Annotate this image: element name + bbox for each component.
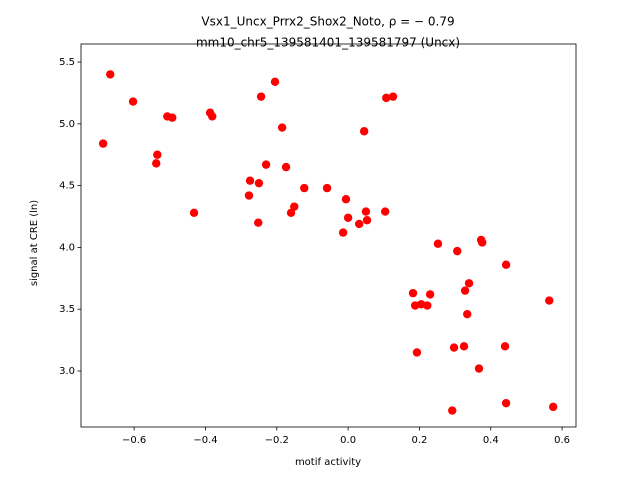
point (245, 176, 255, 185)
point (341, 195, 351, 204)
point (501, 398, 511, 408)
y-tick-label: 3.5 (59, 304, 75, 315)
point (361, 207, 371, 216)
point (354, 219, 364, 229)
x-tick-label: 0.6 (554, 435, 570, 446)
point (412, 348, 422, 357)
x-tick-label: 0.2 (411, 435, 427, 446)
point (548, 402, 558, 412)
x-tick-label: −0.6 (122, 435, 146, 446)
y-tick-label: 5.0 (59, 119, 75, 130)
plot-frame (80, 43, 577, 428)
y-tick-label: 4.0 (59, 242, 75, 253)
point (453, 246, 462, 256)
point (208, 112, 217, 121)
x-tick-label: −0.2 (265, 435, 289, 446)
point (464, 279, 474, 288)
point (256, 92, 266, 101)
y-tick-label: 4.5 (59, 181, 75, 192)
point (362, 216, 372, 225)
point (106, 70, 115, 79)
point (545, 296, 554, 305)
x-tick-label: 0.4 (483, 435, 499, 446)
point (290, 202, 299, 211)
point (168, 113, 177, 122)
y-tick-label: 5.5 (59, 57, 75, 68)
point (501, 260, 511, 269)
x-axis-label: motif activity (295, 457, 361, 468)
point (500, 342, 510, 351)
y-axis-label: signal at CRE (ln) (29, 200, 40, 286)
point (459, 342, 469, 351)
chart-title: Vsx1_Uncx_Prrx2_Shox2_Noto, ρ = − 0.79 (201, 15, 454, 29)
point (270, 77, 280, 87)
point (425, 290, 435, 299)
point (448, 406, 457, 415)
point (281, 162, 291, 172)
point (359, 127, 369, 136)
point (433, 239, 443, 248)
y-tick-label: 3.0 (59, 366, 75, 377)
point (460, 286, 470, 295)
point (474, 364, 484, 373)
point (244, 191, 254, 200)
point (388, 92, 398, 101)
point (254, 178, 264, 188)
point (254, 218, 263, 227)
chart-subtitle: mm10_chr5_139581401_139581797 (Uncx) (196, 36, 460, 50)
x-tick-label: −0.4 (193, 435, 217, 446)
point (423, 301, 432, 310)
point (408, 288, 418, 298)
point (338, 228, 348, 237)
point (152, 159, 161, 168)
point (381, 207, 390, 216)
point (343, 213, 353, 222)
point (128, 97, 138, 106)
point (286, 208, 296, 218)
point (98, 139, 108, 148)
point (189, 208, 199, 218)
point (322, 183, 332, 193)
point (300, 183, 309, 193)
point (463, 309, 472, 319)
point (478, 238, 487, 247)
x-tick-label: 0.0 (340, 435, 356, 446)
point (277, 123, 287, 132)
point (449, 343, 459, 352)
point (382, 93, 391, 103)
point (261, 160, 271, 169)
point (153, 150, 162, 159)
